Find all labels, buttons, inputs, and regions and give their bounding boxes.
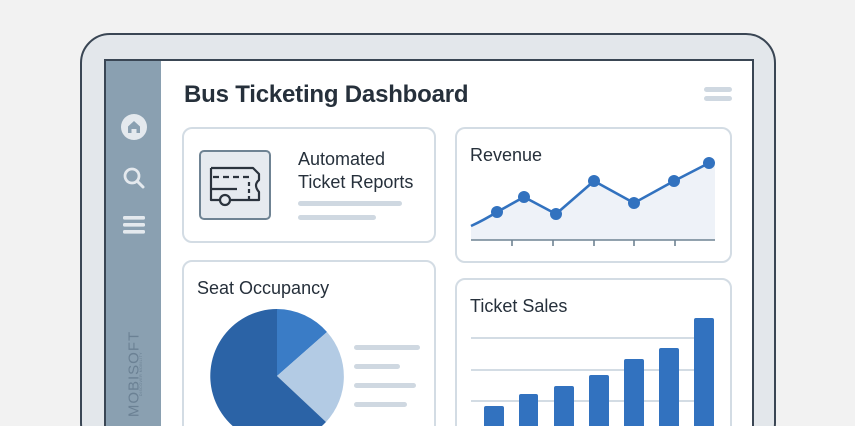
placeholder-line [298, 215, 376, 220]
legend-placeholder-line [354, 402, 407, 407]
ticket-sales-title: Ticket Sales [470, 296, 568, 316]
hamburger-menu-icon[interactable] [704, 87, 734, 103]
revenue-card[interactable]: Revenue [455, 127, 732, 263]
legend-placeholder-line [354, 345, 420, 350]
brand-tagline: DISCOVER MOBILITY [139, 351, 143, 397]
report-card[interactable]: Automated Ticket Reports [182, 127, 436, 243]
ticket-sales-bar-chart [471, 318, 714, 426]
revenue-title: Revenue [470, 145, 543, 165]
legend-placeholder-line [354, 364, 400, 369]
revenue-line-chart [470, 157, 715, 246]
list-icon[interactable] [120, 211, 148, 239]
page-title: Bus Ticketing Dashboard [184, 81, 469, 108]
placeholder-line [298, 201, 402, 206]
brand-logo: MOBISOFT DISCOVER MOBILITY [114, 319, 154, 426]
legend-placeholder-line [354, 383, 416, 388]
occupancy-title: Seat Occupancy [197, 278, 330, 298]
report-title-line2: Ticket Reports [298, 172, 414, 192]
report-title-line1: Automated [298, 149, 386, 169]
home-icon[interactable] [120, 113, 148, 141]
search-icon[interactable] [120, 164, 148, 192]
occupancy-card[interactable]: Seat Occupancy [182, 260, 436, 426]
report-card-title: Automated Ticket Reports [298, 148, 413, 194]
bus-ticket-icon [199, 150, 271, 220]
occupancy-pie-chart [210, 309, 344, 426]
dashboard-screen: MOBISOFT DISCOVER MOBILITY Bus Ticketing… [104, 59, 754, 426]
sidebar: MOBISOFT DISCOVER MOBILITY [106, 61, 161, 426]
ticket-sales-card[interactable]: Ticket Sales [455, 278, 732, 426]
